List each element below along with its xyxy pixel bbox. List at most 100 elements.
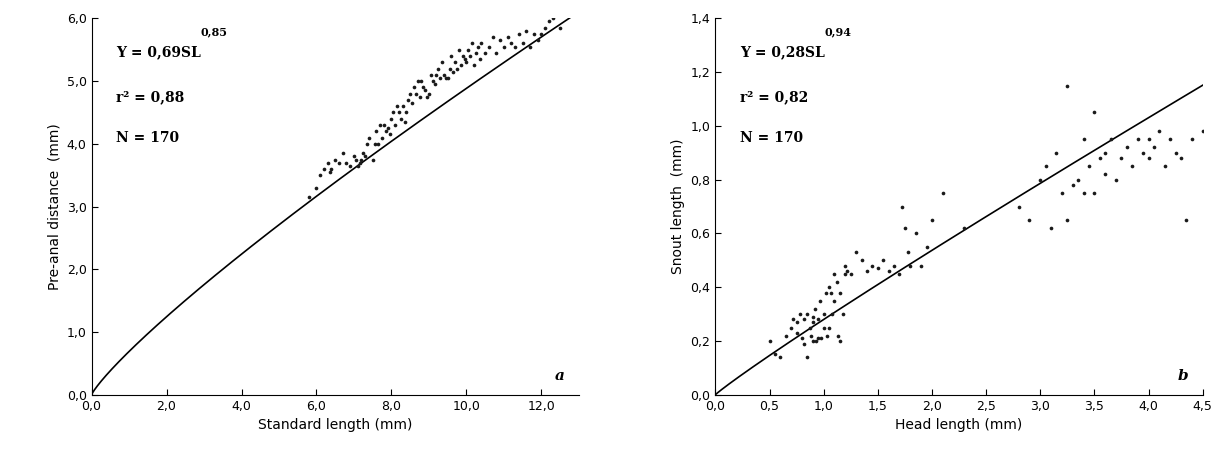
Point xyxy=(838,268,857,275)
Text: r² = 0,82: r² = 0,82 xyxy=(740,90,808,104)
Point xyxy=(386,121,405,129)
Point xyxy=(817,332,836,339)
Point xyxy=(1144,144,1164,151)
Point xyxy=(803,337,823,345)
Point xyxy=(1182,136,1201,143)
Point xyxy=(1046,149,1066,157)
Point xyxy=(446,59,465,66)
Point xyxy=(792,335,812,342)
Point xyxy=(442,52,462,60)
Point xyxy=(1139,136,1159,143)
Point xyxy=(404,84,424,91)
Text: b: b xyxy=(1177,369,1188,383)
Point xyxy=(398,96,418,104)
Point xyxy=(816,289,835,296)
Point xyxy=(1090,155,1110,162)
Point xyxy=(337,159,357,166)
Point xyxy=(394,118,414,125)
Point xyxy=(513,40,532,47)
Point xyxy=(1139,155,1159,162)
Point xyxy=(509,30,529,38)
Point xyxy=(382,115,402,123)
Point xyxy=(1177,216,1197,224)
Point xyxy=(852,257,872,264)
Point xyxy=(1160,136,1179,143)
Point xyxy=(359,134,379,141)
Point xyxy=(1073,190,1093,197)
Point xyxy=(355,153,375,160)
Point xyxy=(1063,181,1083,189)
Point xyxy=(1101,136,1121,143)
Point xyxy=(1079,162,1099,170)
Point xyxy=(414,84,433,91)
Point xyxy=(376,128,396,135)
Point xyxy=(841,270,861,277)
Point xyxy=(808,335,828,342)
Point xyxy=(479,43,498,50)
Point xyxy=(823,310,842,318)
Point xyxy=(835,262,855,269)
Y-axis label: Snout length  (mm): Snout length (mm) xyxy=(670,139,685,274)
Point xyxy=(321,165,341,173)
Point xyxy=(457,59,476,66)
Point xyxy=(1128,136,1148,143)
Point xyxy=(531,30,551,38)
Point xyxy=(795,316,814,323)
Point xyxy=(808,316,828,323)
Point xyxy=(383,109,403,116)
Point xyxy=(380,131,399,138)
Point xyxy=(1150,128,1170,135)
Point xyxy=(1042,224,1061,232)
Point xyxy=(432,59,452,66)
Point xyxy=(330,159,349,166)
Point xyxy=(551,24,570,31)
Point xyxy=(1073,136,1093,143)
Point xyxy=(806,337,825,345)
Point xyxy=(822,289,841,296)
Point xyxy=(766,351,785,358)
Point xyxy=(803,319,823,326)
Point xyxy=(759,337,779,345)
Point xyxy=(502,40,521,47)
Point xyxy=(873,257,893,264)
Point xyxy=(879,268,899,275)
Point xyxy=(814,324,834,331)
Point xyxy=(890,270,910,277)
Point xyxy=(803,313,823,320)
Point xyxy=(770,353,790,361)
Point xyxy=(460,52,480,60)
Point xyxy=(862,262,882,269)
Point xyxy=(352,156,371,163)
Point xyxy=(1031,176,1050,183)
Point xyxy=(784,316,803,323)
Point xyxy=(1053,190,1072,197)
Point xyxy=(306,184,326,191)
Point xyxy=(830,289,850,296)
Point xyxy=(790,310,810,318)
Point xyxy=(895,224,915,232)
Point xyxy=(1193,128,1212,135)
Point xyxy=(933,190,952,197)
Point xyxy=(369,140,388,147)
Point xyxy=(824,297,844,304)
Point xyxy=(781,324,801,331)
Text: a: a xyxy=(554,369,564,383)
Point xyxy=(379,124,398,132)
Point xyxy=(372,134,392,141)
Text: N = 170: N = 170 xyxy=(740,131,803,146)
Point xyxy=(464,62,484,69)
Text: Y = 0,69SL: Y = 0,69SL xyxy=(116,45,200,59)
Point xyxy=(797,310,817,318)
Point xyxy=(819,324,839,331)
Point xyxy=(389,109,409,116)
Point xyxy=(1106,176,1126,183)
Point xyxy=(403,99,422,106)
Point xyxy=(326,156,346,163)
Point xyxy=(419,90,438,97)
Point xyxy=(366,128,386,135)
Point xyxy=(801,332,821,339)
Point xyxy=(415,87,435,94)
Point xyxy=(453,52,473,60)
Point xyxy=(495,43,514,50)
Point xyxy=(797,353,817,361)
